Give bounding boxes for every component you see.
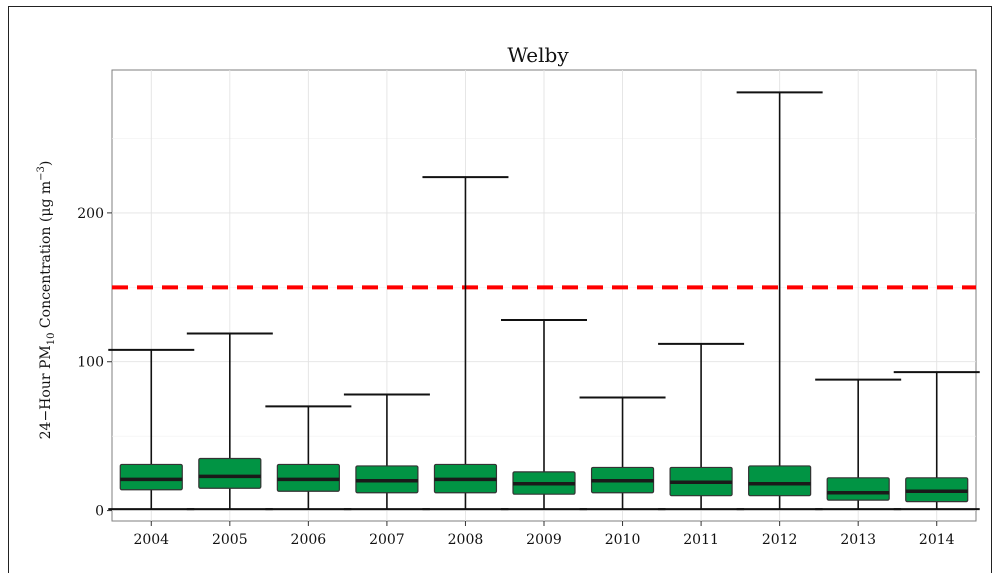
y-axis-label-middle: Concentration (μg m: [38, 181, 54, 333]
y-axis-label: 24−Hour PM10 Concentration (μg m−3): [36, 161, 57, 440]
plot-area: 0 100 200 2004 2005 2006 2007 2008 2009 2010 2011 2…: [77, 69, 980, 548]
x-tick-label: 2013: [840, 532, 876, 548]
box-iqr: [198, 457, 262, 489]
box-iqr: [826, 477, 890, 501]
y-tick-label: 0: [95, 504, 104, 520]
x-tick-label: 2011: [683, 532, 719, 548]
x-tick-label: 2004: [133, 532, 169, 548]
x-tick-label: 2008: [448, 532, 484, 548]
box-iqr: [119, 463, 183, 491]
x-tick-label: 2006: [291, 532, 327, 548]
y-axis-label-prefix: 24−Hour PM: [38, 345, 54, 439]
x-tick-label: 2009: [526, 532, 562, 548]
y-axis-label-suffix: ): [38, 161, 54, 166]
y-tick-label: 100: [77, 355, 104, 371]
y-axis-label-superscript: −3: [36, 166, 47, 181]
box-iqr: [748, 465, 812, 497]
y-tick-label: 200: [77, 206, 104, 222]
y-axis-label-subscript: 10: [46, 333, 57, 346]
x-tick-label: 2010: [605, 532, 641, 548]
chart-title: Welby: [507, 43, 569, 67]
x-tick-label: 2005: [212, 532, 248, 548]
x-tick-label: 2007: [369, 532, 405, 548]
x-tick-label: 2012: [762, 532, 798, 548]
x-tick-label: 2014: [919, 532, 955, 548]
